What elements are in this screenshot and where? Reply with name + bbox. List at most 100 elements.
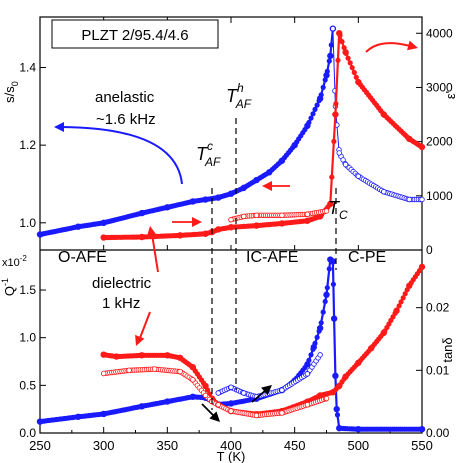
data-point — [353, 74, 359, 80]
bottom-heating-arrow-head — [261, 385, 272, 396]
data-point — [406, 196, 412, 203]
data-point — [349, 65, 355, 71]
data-point — [227, 224, 235, 231]
data-point — [400, 295, 406, 301]
data-point — [339, 39, 345, 45]
data-point — [336, 425, 343, 432]
data-point — [323, 395, 330, 402]
data-point — [304, 211, 311, 217]
data-point — [329, 389, 337, 396]
phase-label-oafe: O-AFE — [58, 249, 107, 266]
tc-label: TC — [328, 198, 348, 222]
data-point — [240, 184, 247, 192]
data-point — [351, 69, 357, 76]
data-point — [279, 212, 285, 219]
data-point — [36, 231, 44, 238]
data-point — [310, 111, 316, 117]
data-point — [138, 233, 146, 241]
data-point — [327, 200, 334, 208]
data-point — [190, 377, 196, 383]
data-point — [253, 222, 260, 229]
data-point — [279, 387, 285, 393]
series-bottom-1 — [215, 352, 323, 400]
data-point — [393, 307, 400, 314]
bottom-cooling-arrow — [201, 403, 215, 417]
data-point — [381, 189, 387, 195]
data-point — [202, 196, 209, 203]
data-point — [367, 345, 375, 352]
data-point — [419, 196, 425, 203]
data-point — [406, 282, 413, 289]
dielectric-down-arrow — [139, 311, 151, 339]
data-point — [202, 230, 209, 237]
data-point — [331, 138, 337, 144]
data-point — [74, 413, 82, 420]
top-left-y-tick-label: 1.4 — [19, 60, 36, 74]
data-point — [266, 169, 273, 176]
data-point — [396, 303, 402, 309]
data-point — [308, 352, 314, 358]
data-point — [323, 208, 330, 214]
data-point — [100, 351, 107, 358]
bottom-left-y-tick-label: 0.5 — [19, 378, 36, 392]
dielectric-right-arrow — [365, 42, 411, 53]
data-point — [278, 157, 286, 164]
data-point — [330, 281, 336, 287]
data-point — [253, 212, 260, 219]
data-point — [324, 285, 330, 291]
data-point — [291, 141, 298, 149]
tafh-label: Th AF — [226, 81, 252, 111]
top-right-y-tick-label: 4000 — [426, 26, 453, 40]
data-point — [228, 384, 234, 390]
data-point — [314, 102, 320, 108]
dielectric-label: dielectric — [92, 275, 152, 292]
data-point — [328, 42, 334, 48]
anelastic-arrow — [61, 126, 183, 185]
annotation-layer: PLZT 2/95.4/4.6 anelastic ~1.6 kHz Th AF Tc AF… — [51, 19, 418, 422]
data-point — [241, 213, 247, 220]
data-point — [138, 403, 146, 410]
data-point — [418, 143, 426, 151]
data-point — [100, 234, 107, 241]
top-left-y-tick-label: 1.0 — [19, 216, 36, 230]
series-top-3 — [228, 208, 330, 223]
data-point — [345, 55, 351, 61]
top-right-y-tick-label: 1000 — [426, 189, 453, 203]
data-point — [312, 106, 318, 112]
dielectric-up-arrow-head — [146, 226, 157, 237]
data-point — [215, 226, 222, 233]
data-point — [332, 111, 339, 118]
top-left-y-tick-label: 1.2 — [19, 138, 36, 152]
data-point — [215, 194, 222, 201]
data-layer — [36, 25, 426, 433]
x-tick-label: 400 — [220, 438, 242, 453]
data-point — [342, 373, 349, 380]
data-point — [176, 354, 184, 361]
data-point — [314, 334, 320, 340]
data-point — [326, 58, 332, 64]
data-point — [227, 190, 235, 197]
data-point — [318, 320, 324, 326]
data-point — [138, 209, 146, 217]
data-point — [334, 412, 341, 418]
data-point — [336, 30, 343, 37]
data-point — [189, 363, 196, 371]
x-tick-label: 500 — [347, 438, 369, 453]
data-point — [320, 309, 326, 315]
data-point — [113, 353, 120, 360]
data-point — [342, 49, 349, 56]
heating-arrow-head — [192, 217, 202, 227]
data-point — [355, 425, 362, 433]
bottom-left-axis-label: Q-1 — [0, 278, 17, 296]
bottom-right-y-tick-label: 0.00 — [426, 426, 450, 440]
data-point — [316, 324, 324, 332]
series-bottom-3 — [100, 366, 330, 419]
axes-layer: 250 300 350 400 450 500 550 T (K) 1.0 1.2 1.4 0 1000… — [0, 16, 458, 463]
phase-label-icafe: IC-AFE — [246, 249, 298, 266]
data-point — [189, 393, 196, 400]
bottom-left-y-tick-label: 0.0 — [19, 426, 36, 440]
data-point — [36, 418, 44, 425]
data-point — [317, 352, 323, 358]
data-point — [332, 372, 339, 380]
